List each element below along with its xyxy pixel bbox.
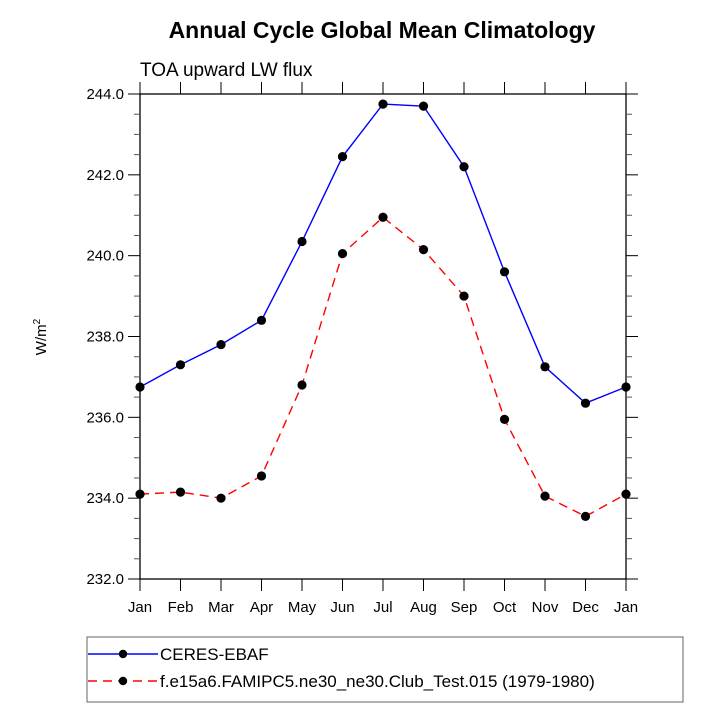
y-tick-label: 234.0 (86, 490, 124, 507)
x-tick-label: Mar (208, 599, 234, 616)
series-line (139, 216, 627, 518)
x-tick-label: Dec (572, 599, 599, 616)
data-point (540, 362, 550, 372)
legend-label: CERES-EBAF (160, 645, 269, 664)
y-tick-label: 240.0 (86, 248, 124, 265)
data-point (459, 162, 469, 172)
data-point (580, 511, 591, 521)
data-point (216, 493, 226, 503)
data-point (378, 212, 388, 222)
data-point (135, 382, 145, 392)
data-point (418, 245, 429, 255)
data-point (175, 360, 186, 370)
data-point (337, 249, 348, 259)
data-point (580, 398, 591, 408)
x-tick-label: Jan (128, 599, 152, 616)
data-point (297, 380, 307, 390)
y-tick-label: 238.0 (86, 329, 124, 346)
data-point (256, 471, 267, 481)
x-tick-label: Oct (493, 599, 517, 616)
x-tick-label: Jun (330, 599, 354, 616)
series-line (139, 103, 627, 404)
x-tick-label: Apr (250, 599, 273, 616)
series-layer (135, 99, 631, 521)
data-point (459, 291, 469, 301)
y-tick-label: 236.0 (86, 409, 124, 426)
legend-marker (118, 649, 128, 659)
x-tick-label: Jul (373, 599, 392, 616)
data-point (135, 489, 145, 499)
x-tick-label: Jan (614, 599, 638, 616)
data-point (256, 315, 267, 325)
plot-frame (139, 93, 627, 580)
data-point (175, 487, 186, 497)
y-tick-label: 232.0 (86, 571, 124, 588)
series-0 (135, 99, 631, 408)
x-tick-label: Sep (451, 599, 478, 616)
legend: CERES-EBAF f.e15a6.FAMIPC5.ne30_ne30.Club… (86, 636, 684, 703)
x-tick-label: May (288, 599, 317, 616)
x-tick-label: Aug (410, 599, 437, 616)
series-1 (135, 212, 631, 521)
data-point (297, 236, 307, 247)
data-point (337, 152, 348, 162)
y-tick-label: 242.0 (86, 167, 124, 184)
x-tick-label: Feb (168, 599, 194, 616)
data-point (621, 382, 631, 392)
chart-subtitle: TOA upward LW flux (140, 60, 313, 81)
legend-label: f.e15a6.FAMIPC5.ne30_ne30.Club_Test.015 … (160, 672, 595, 691)
data-point (540, 491, 550, 501)
data-point (499, 414, 510, 424)
legend-marker (118, 676, 128, 686)
x-tick-label: Nov (532, 599, 559, 616)
data-point (378, 99, 388, 109)
axes: Jan Feb Mar Apr May Jun Jul Aug Sep Oct Nov Dec Jan2… (86, 82, 638, 616)
data-point (621, 489, 631, 499)
data-point (499, 267, 510, 277)
y-axis-label: W/m2 (32, 318, 50, 355)
data-point (216, 339, 226, 350)
data-point (418, 101, 429, 111)
chart-title: Annual Cycle Global Mean Climatology (169, 17, 596, 43)
legend-box (86, 636, 684, 703)
y-tick-label: 244.0 (86, 86, 124, 103)
